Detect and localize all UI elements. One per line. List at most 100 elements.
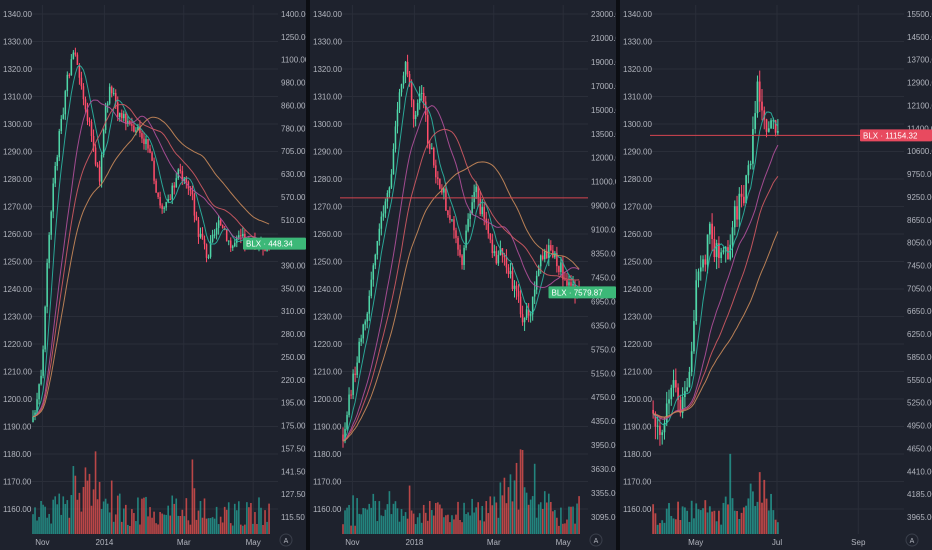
candle-body [42, 349, 44, 376]
volume-bar [62, 496, 65, 534]
candle-body [767, 128, 770, 132]
candle-body [396, 109, 399, 127]
candle-body [362, 324, 364, 339]
left-axis-tick-label: 1200.00 [3, 395, 32, 404]
chart-3[interactable]: 1340.00 1330.00 1320.00 1310.00 1300.00 1290.… [620, 0, 932, 550]
right-axis-tick-label: 8650.00 [907, 216, 932, 225]
volume-bar [519, 449, 522, 534]
volume-bar [173, 503, 176, 534]
last-price-badge[interactable]: BLX · 7579.87 [548, 286, 617, 299]
candle-body [84, 99, 87, 110]
chart-panel-3[interactable]: 1340.00 1330.00 1320.00 1310.00 1300.00 1290.… [620, 0, 932, 550]
candle-body [715, 243, 718, 258]
moving-average-mid [342, 105, 580, 442]
volume-bar [477, 502, 479, 534]
volume-bar [677, 501, 679, 534]
candle-body [96, 164, 99, 167]
candle-body [523, 317, 526, 323]
x-axis-tick-label: Mar [177, 538, 191, 547]
candle-body [209, 241, 212, 257]
volume-bar [455, 514, 457, 534]
candle-body [404, 61, 407, 76]
chart-plot-area[interactable] [30, 5, 278, 534]
volume-bar [242, 525, 244, 534]
volume-bar [378, 501, 381, 534]
volume-bar [68, 517, 71, 534]
moving-average-slow [342, 128, 580, 442]
volume-bar [227, 502, 230, 534]
volume-bar [137, 497, 139, 534]
candle-body [731, 227, 734, 245]
volume-bar [104, 498, 107, 534]
left-axis-tick-label: 1260.00 [313, 230, 342, 239]
volume-bars [32, 451, 270, 534]
candle-body [388, 187, 391, 194]
candle-body [733, 206, 736, 228]
right-axis-tick-label: 7050.00 [907, 284, 932, 293]
auto-scale-button[interactable]: A [589, 533, 603, 547]
last-price-badge[interactable]: BLX · 448.34 [243, 237, 306, 250]
candle-body [58, 131, 61, 158]
x-axis-tick-label: Sep [851, 538, 866, 547]
volume-bar [717, 510, 720, 534]
candle-body [708, 223, 711, 235]
right-axis-tick-label: 1100.00 [281, 56, 306, 65]
candle-body [681, 397, 684, 414]
chart-plot-area[interactable] [650, 5, 904, 534]
candle-body [207, 256, 210, 258]
volume-bar [118, 493, 121, 534]
left-axis-tick-label: 1240.00 [313, 285, 342, 294]
last-price-badge[interactable]: BLX · 11154.32 [860, 129, 932, 142]
candle-body [201, 233, 204, 240]
candle-body [76, 54, 79, 65]
volume-bar [525, 492, 528, 534]
candle-body [195, 215, 198, 221]
left-axis-tick-label: 1170.00 [3, 478, 32, 487]
moving-average-slowest [32, 116, 270, 418]
candle-body [215, 227, 218, 235]
left-axis-tick-label: 1220.00 [623, 340, 652, 349]
right-axis-tick-label: 11400.00 [907, 124, 932, 133]
candle-body [153, 160, 155, 181]
volume-bar [88, 473, 91, 534]
volume-bar [473, 512, 475, 534]
chart-2[interactable]: 1340.00 1330.00 1320.00 1310.00 1300.00 1290.… [310, 0, 616, 550]
chart-panel-2[interactable]: 1340.00 1330.00 1320.00 1310.00 1300.00 1290.… [310, 0, 616, 550]
left-axis-tick-label: 1310.00 [313, 93, 342, 102]
volume-bar [268, 503, 270, 534]
panel-divider[interactable] [616, 0, 620, 550]
left-axis-tick-label: 1320.00 [623, 65, 652, 74]
candle-body [686, 387, 689, 392]
chart-1[interactable]: 1340.00 1330.00 1320.00 1310.00 1300.00 1290.… [0, 0, 306, 550]
volume-bar [661, 520, 664, 534]
volume-bar [382, 516, 385, 534]
volume-bar [135, 521, 137, 534]
candle-body [758, 81, 761, 102]
panel-divider[interactable] [306, 0, 310, 550]
volume-bar [50, 523, 52, 534]
auto-scale-button[interactable]: A [905, 533, 919, 547]
volume-bar [149, 507, 151, 534]
volume-bar [756, 501, 759, 534]
volume-bar [129, 525, 131, 534]
left-axis-tick-label: 1300.00 [3, 120, 32, 129]
volume-bar [471, 498, 473, 534]
chart-panel-1[interactable]: 1340.00 1330.00 1320.00 1310.00 1300.00 1290.… [0, 0, 306, 550]
right-axis-tick-label: 17000.00 [591, 82, 616, 91]
candle-body [94, 147, 97, 165]
auto-scale-button[interactable]: A [279, 533, 293, 547]
candle-body [225, 229, 228, 242]
candle-body [742, 196, 745, 204]
candle-body [420, 92, 423, 94]
candle-body [677, 387, 679, 400]
candle-body [429, 143, 431, 150]
left-axis-tick-label: 1160.00 [3, 505, 32, 514]
candle-body [121, 113, 123, 119]
volume-bar [32, 514, 34, 534]
right-axis-tick-label: 280.00 [281, 330, 306, 339]
candle-body [60, 118, 63, 132]
volume-bar [163, 514, 165, 534]
volume-bar [66, 500, 69, 534]
volume-bar [491, 505, 494, 534]
candle-body [386, 193, 389, 202]
